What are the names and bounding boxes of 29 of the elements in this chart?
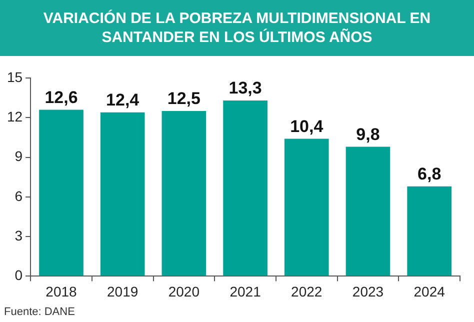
y-tick-label: 6 xyxy=(14,188,23,204)
x-tick-label: 2020 xyxy=(168,283,200,300)
data-label: 12,4 xyxy=(106,90,140,110)
bar xyxy=(346,146,390,276)
bar xyxy=(39,110,84,276)
x-tick-label: 2022 xyxy=(291,283,322,300)
bar xyxy=(407,186,452,276)
source-note: Fuente: DANE xyxy=(4,306,75,318)
x-tick-label: 2021 xyxy=(230,283,262,300)
y-tick-label: 15 xyxy=(6,68,23,85)
data-label: 12,6 xyxy=(44,88,78,107)
chart-title: VARIACIÓN DE LA POBREZA MULTIDIMENSIONAL EN SANTANDER EN LOS ÚLTIMOS AÑOS xyxy=(42,9,432,47)
data-label: 12,5 xyxy=(167,89,200,108)
bar xyxy=(223,100,268,276)
x-tick-label: 2018 xyxy=(46,283,78,300)
y-tick-label: 0 xyxy=(14,267,23,284)
y-tick-label: 9 xyxy=(14,148,23,164)
data-label: 10,4 xyxy=(290,116,324,136)
x-tick-label: 2019 xyxy=(107,283,138,300)
data-label: 13,3 xyxy=(228,78,262,98)
bar xyxy=(100,112,145,276)
y-tick-label: 12 xyxy=(6,108,23,124)
y-tick-label: 3 xyxy=(14,227,23,244)
bar xyxy=(162,111,206,276)
bar xyxy=(284,138,329,276)
x-tick-label: 2024 xyxy=(414,283,446,300)
x-tick-label: 2023 xyxy=(352,283,384,300)
data-label: 6,8 xyxy=(418,164,442,184)
data-label: 9,8 xyxy=(356,124,380,144)
